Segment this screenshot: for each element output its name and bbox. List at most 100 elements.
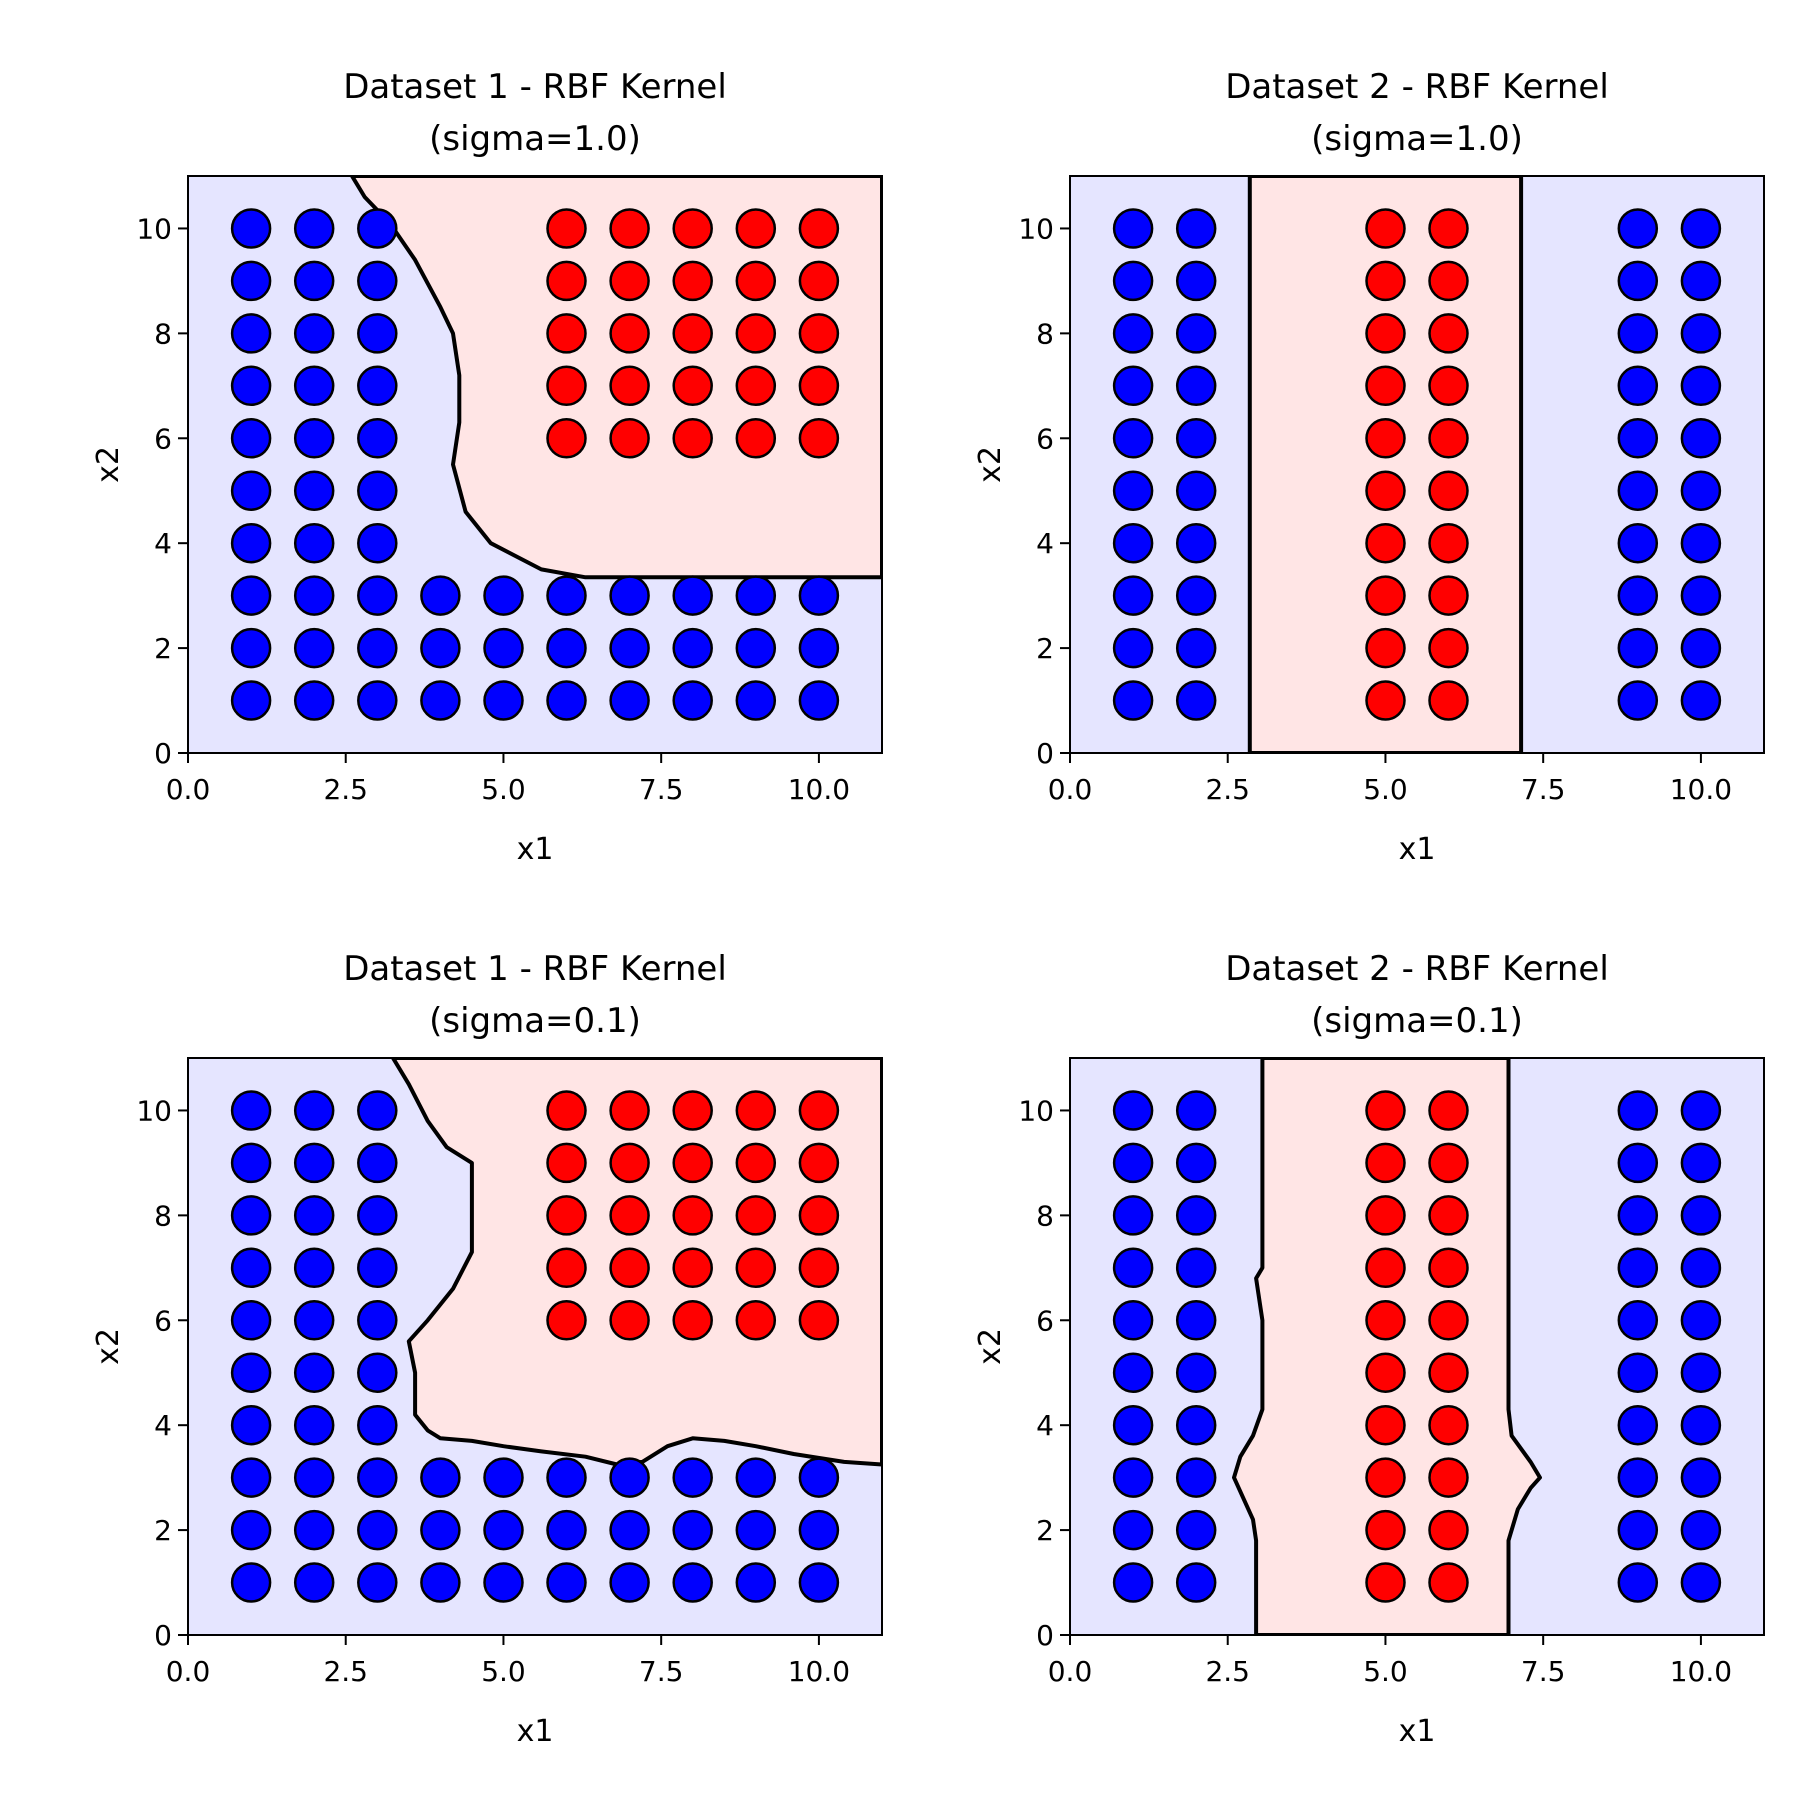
y-tick-label: 4 [154, 1409, 172, 1442]
y-tick-label: 0 [1036, 1619, 1054, 1652]
y-tick-label: 4 [154, 527, 172, 560]
data-point-red [1428, 208, 1469, 249]
data-point-red [672, 208, 713, 249]
data-point-red [1428, 1509, 1469, 1551]
data-point-red [609, 260, 650, 302]
data-point-red [735, 1247, 777, 1289]
y-tick-label: 6 [154, 422, 172, 455]
data-point-blue [1617, 1562, 1659, 1603]
x-tick-label: 2.5 [323, 1655, 368, 1688]
data-point-blue [357, 627, 398, 669]
data-point-red [546, 208, 587, 249]
data-point-blue [357, 1457, 398, 1498]
x-axis-label: x1 [517, 832, 554, 867]
data-point-blue [609, 575, 650, 616]
data-point-red [735, 1142, 777, 1184]
y-tick-label: 6 [1036, 422, 1054, 455]
data-point-blue [230, 208, 272, 249]
data-point-blue [293, 470, 335, 511]
data-point-blue [293, 680, 335, 721]
data-point-red [1365, 418, 1406, 459]
data-point-blue [293, 1247, 335, 1289]
chart-title: Dataset 2 - RBF Kernel (sigma=0.1) [1225, 949, 1609, 1041]
plot-frame [187, 1057, 883, 1636]
y-tick-label: 2 [154, 632, 172, 665]
data-point-red [672, 260, 713, 302]
y-tick-label: 10 [1018, 212, 1054, 245]
data-point-blue [546, 1562, 587, 1603]
data-point-red [672, 1195, 713, 1236]
data-point-blue [1175, 680, 1217, 721]
data-point-blue [1112, 1247, 1154, 1289]
x-tick-label: 5.0 [481, 1655, 526, 1688]
y-tick-label: 0 [154, 737, 172, 770]
chart-panel-4: 0.0 2.5 5.0 7.5 10.0 0 2 4 6 8 10 x1 x2 Dataset 2 - R… [973, 949, 1765, 1749]
data-point-blue [609, 1457, 650, 1498]
y-axis-label: x2 [973, 446, 1008, 483]
chart-panel-1: 0.0 2.5 5.0 7.5 10.0 0 2 4 6 8 10 x1 x2 Dataset 1 - R… [91, 67, 883, 867]
data-point-blue [1175, 313, 1217, 354]
data-point-red [1365, 1352, 1406, 1393]
data-point-red [798, 418, 840, 459]
data-point-red [546, 1247, 587, 1289]
data-point-blue [230, 1090, 272, 1131]
data-point-red [1428, 1142, 1469, 1184]
data-point-red [735, 365, 777, 407]
data-point-blue [293, 1562, 335, 1603]
data-point-blue [1617, 1300, 1659, 1341]
data-point-blue [1680, 627, 1722, 669]
data-point-blue [357, 365, 398, 407]
data-point-red [1365, 1090, 1406, 1131]
y-tick-label: 4 [1036, 527, 1054, 560]
data-point-blue [230, 1562, 272, 1603]
data-point-red [609, 418, 650, 459]
data-point-blue [230, 1457, 272, 1498]
data-point-blue [293, 1509, 335, 1551]
data-point-red [1428, 1195, 1469, 1236]
x-tick-label: 5.0 [1363, 773, 1408, 806]
data-point-blue [420, 1562, 461, 1603]
x-axis-label: x1 [1399, 832, 1436, 867]
data-point-blue [483, 1509, 524, 1551]
data-point-blue [1112, 1404, 1154, 1446]
data-point-blue [1680, 1404, 1722, 1446]
data-point-red [1428, 1457, 1469, 1498]
data-point-red [735, 260, 777, 302]
data-point-red [1365, 680, 1406, 721]
y-tick-label: 10 [136, 212, 172, 245]
data-point-blue [1175, 418, 1217, 459]
data-point-red [1428, 313, 1469, 354]
data-point-blue [1680, 1247, 1722, 1289]
data-point-blue [483, 1457, 524, 1498]
chart-title: Dataset 1 - RBF Kernel (sigma=1.0) [343, 67, 727, 159]
y-tick-label: 8 [154, 1199, 172, 1232]
x-tick-label: 7.5 [639, 1655, 684, 1688]
data-point-blue [798, 575, 840, 616]
data-point-blue [1617, 1142, 1659, 1184]
data-point-red [609, 1090, 650, 1131]
data-point-blue [483, 1562, 524, 1603]
data-point-red [798, 313, 840, 354]
y-tick-label: 10 [136, 1094, 172, 1127]
data-point-red [672, 1090, 713, 1131]
x-axis-label: x1 [517, 1714, 554, 1749]
data-point-red [672, 1247, 713, 1289]
data-point-red [546, 1090, 587, 1131]
data-point-blue [609, 627, 650, 669]
data-point-blue [293, 1090, 335, 1131]
data-point-blue [1175, 1352, 1217, 1393]
data-point-blue [1617, 1457, 1659, 1498]
data-point-blue [798, 627, 840, 669]
y-tick-label: 0 [1036, 737, 1054, 770]
x-axis-label: x1 [1399, 1714, 1436, 1749]
data-point-red [546, 1300, 587, 1341]
data-point-blue [1112, 470, 1154, 511]
data-point-blue [1175, 1457, 1217, 1498]
data-point-blue [293, 1300, 335, 1341]
data-point-blue [1112, 680, 1154, 721]
data-point-blue [293, 522, 335, 564]
data-point-blue [293, 208, 335, 249]
data-point-blue [293, 1457, 335, 1498]
data-point-blue [230, 365, 272, 407]
data-point-red [609, 1142, 650, 1184]
